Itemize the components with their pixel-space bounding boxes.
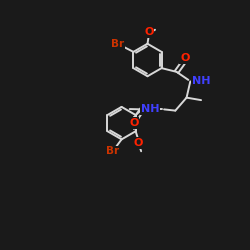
Text: NH: NH (140, 104, 159, 114)
Text: Br: Br (106, 146, 119, 156)
Text: O: O (144, 27, 154, 37)
Text: O: O (134, 138, 143, 148)
Text: O: O (180, 54, 190, 64)
Text: NH: NH (192, 76, 210, 86)
Text: Br: Br (111, 39, 124, 49)
Text: O: O (129, 118, 138, 128)
